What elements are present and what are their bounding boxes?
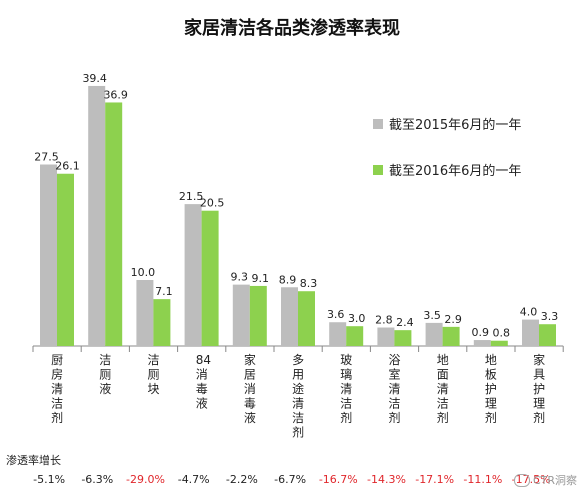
- category-label: 家居消毒液: [244, 352, 256, 425]
- category-label: 浴室清洁剂: [389, 353, 401, 425]
- category-label: 地板护理剂: [485, 353, 497, 425]
- category-label: 洁厕液: [99, 353, 111, 396]
- bar-2016: [201, 210, 219, 346]
- bar-2015: [88, 85, 106, 347]
- category-label: 玻璃清洁剂: [340, 353, 352, 425]
- growth-value: -17.5%: [511, 473, 551, 486]
- value-label-2016: 0.8: [493, 327, 511, 340]
- value-label-2015: 3.5: [423, 309, 441, 322]
- bar-2016: [57, 173, 74, 346]
- value-label-2016: 20.5: [200, 197, 225, 210]
- growth-value: -16.7%: [318, 473, 358, 486]
- bar-2016: [346, 326, 364, 346]
- growth-value: -17.1%: [415, 473, 455, 486]
- category-label: 多用途清洁剂: [292, 353, 304, 440]
- value-label-2015: 9.3: [231, 271, 249, 284]
- wechat-icon: [514, 473, 530, 487]
- value-label-2016: 2.9: [444, 313, 462, 326]
- bar-2015: [281, 287, 298, 346]
- bar-2016: [298, 291, 315, 346]
- bar-2016: [249, 285, 267, 346]
- value-label-2016: 26.1: [55, 160, 80, 173]
- value-label-2016: 7.1: [155, 285, 173, 298]
- category-label: 地面清洁剂: [437, 353, 449, 425]
- value-label-2015: 39.4: [82, 72, 107, 85]
- watermark-text: CTR洞察: [533, 474, 578, 487]
- category-label: 洁厕块: [148, 353, 160, 396]
- bar-2016: [153, 299, 171, 346]
- growth-title: 渗透率增长: [6, 454, 61, 467]
- bar-2015: [473, 340, 491, 346]
- growth-value: -5.1%: [33, 473, 66, 486]
- growth-value: -29.0%: [126, 473, 165, 486]
- value-label-2016: 8.3: [300, 277, 318, 290]
- bar-2015: [40, 164, 57, 346]
- chart-title: 家居清洁各品类渗透率表现: [184, 18, 400, 39]
- legend-swatch-2015: [373, 118, 383, 129]
- value-label-2015: 21.5: [179, 190, 204, 203]
- legend-item-2015: 截至2015年6月的一年: [373, 114, 521, 133]
- bar-2015: [232, 284, 250, 346]
- legend-label-2015: 截至2015年6月的一年: [389, 118, 522, 133]
- growth-value: -6.7%: [274, 473, 307, 486]
- value-label-2016: 2.4: [396, 316, 414, 329]
- growth-value: -11.1%: [463, 473, 503, 486]
- bar-2015: [425, 322, 443, 346]
- bar-2015: [377, 327, 395, 346]
- value-label-2015: 3.6: [327, 308, 345, 321]
- growth-value: -2.2%: [225, 473, 258, 486]
- value-label-2015: 0.9: [472, 326, 490, 339]
- legend-swatch-2016: [373, 164, 383, 175]
- bar-2016: [539, 324, 556, 346]
- legend-item-2016: 截至2016年6月的一年: [373, 160, 521, 179]
- value-label-2015: 4.0: [520, 306, 538, 319]
- bar-2016: [105, 102, 123, 347]
- value-label-2015: 2.8: [375, 314, 393, 327]
- growth-value: -4.7%: [177, 473, 210, 486]
- bar-2015: [136, 280, 154, 346]
- category-label: 家具护理剂: [533, 352, 545, 425]
- bar-2015: [522, 319, 539, 346]
- category-label: 厨房清洁剂: [51, 353, 63, 425]
- bar-2016: [442, 326, 460, 346]
- bar-2016: [490, 340, 508, 346]
- value-label-2015: 10.0: [131, 266, 156, 279]
- bar-2016: [394, 330, 412, 346]
- bar-2015: [329, 322, 347, 346]
- growth-value: -6.3%: [81, 473, 114, 486]
- growth-value: -14.3%: [367, 473, 406, 486]
- watermark: CTR洞察: [514, 472, 577, 488]
- value-label-2015: 8.9: [279, 273, 297, 286]
- value-label-2016: 9.1: [252, 272, 270, 285]
- value-label-2015: 27.5: [34, 151, 59, 164]
- bar-2015: [184, 204, 202, 346]
- value-label-2016: 36.9: [103, 88, 128, 101]
- category-label: 84 消毒液: [196, 353, 211, 411]
- value-label-2016: 3.3: [541, 310, 559, 323]
- legend-label-2016: 截至2016年6月的一年: [389, 164, 522, 179]
- value-label-2016: 3.0: [348, 312, 366, 325]
